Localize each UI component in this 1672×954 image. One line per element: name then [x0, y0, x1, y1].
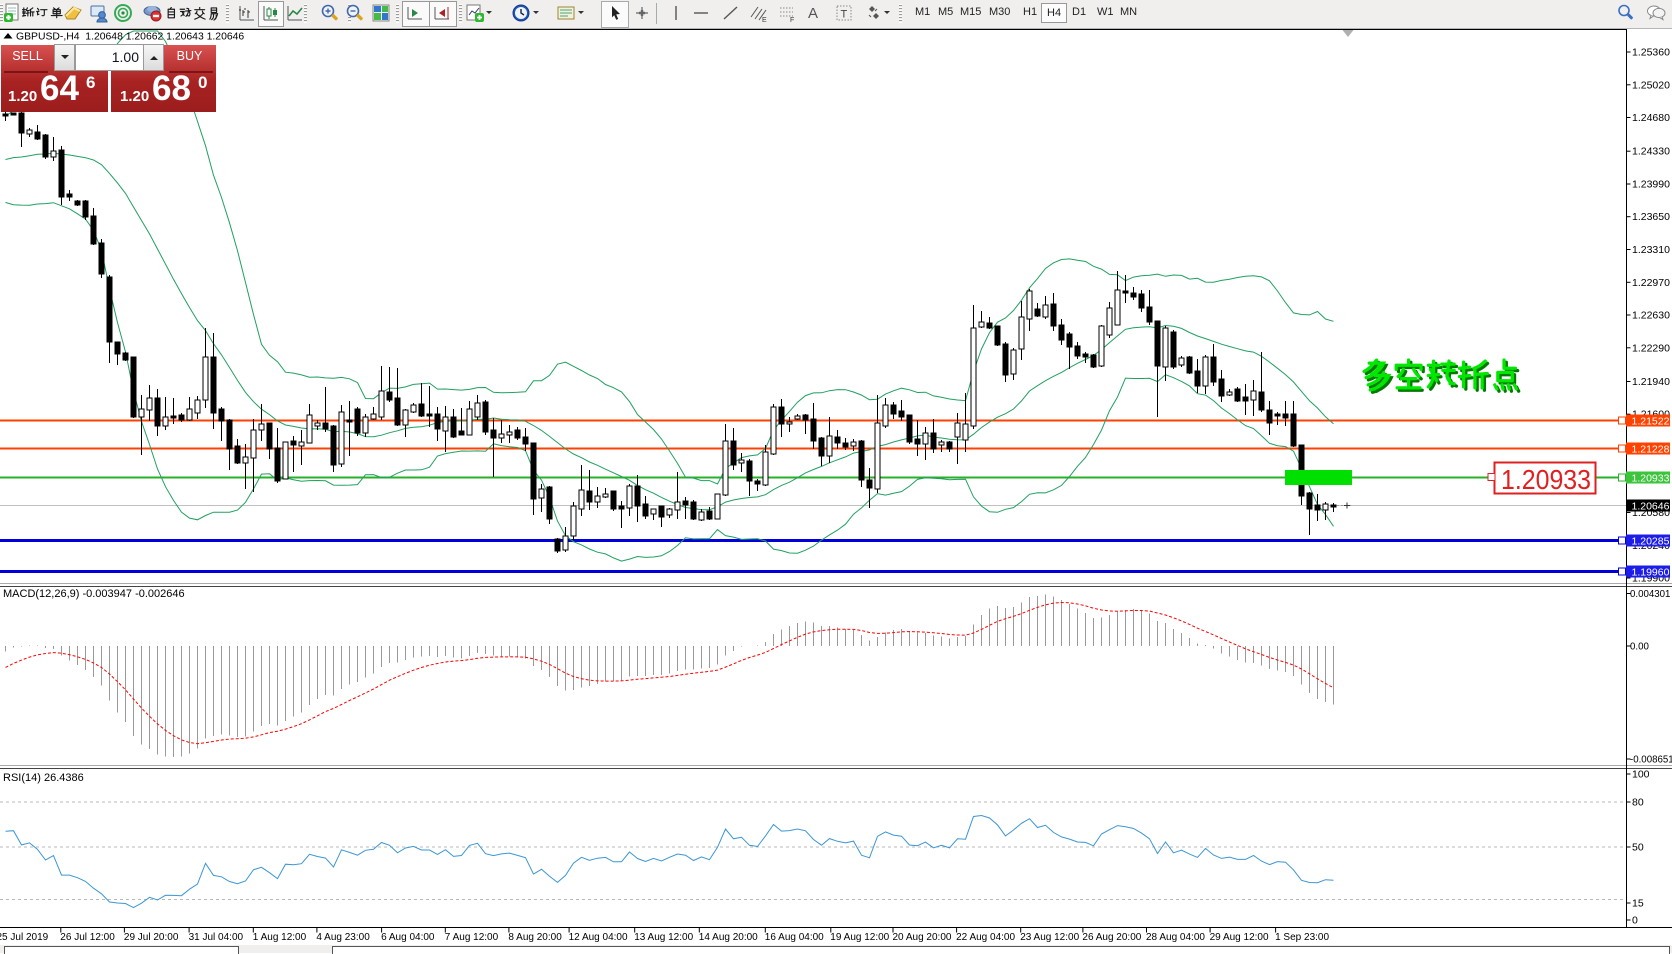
svg-text:29 Aug 12:00: 29 Aug 12:00 — [1210, 932, 1269, 943]
svg-text:1.22630: 1.22630 — [1632, 310, 1670, 322]
svg-text:100: 100 — [1632, 769, 1650, 781]
svg-text:12 Aug 04:00: 12 Aug 04:00 — [569, 932, 628, 943]
svg-text:4 Aug 23:00: 4 Aug 23:00 — [316, 932, 370, 943]
svg-text:MACD(12,26,9) -0.003947 -0.002: MACD(12,26,9) -0.003947 -0.002646 — [3, 588, 185, 600]
svg-text:1.22970: 1.22970 — [1632, 277, 1670, 289]
svg-text:1.20646: 1.20646 — [1632, 500, 1670, 512]
svg-text:14 Aug 20:00: 14 Aug 20:00 — [699, 932, 758, 943]
svg-text:1.19960: 1.19960 — [1632, 566, 1670, 578]
svg-text:0.004301: 0.004301 — [1630, 589, 1670, 600]
svg-text:1.25020: 1.25020 — [1632, 79, 1670, 91]
svg-text:22 Aug 04:00: 22 Aug 04:00 — [956, 932, 1015, 943]
svg-text:RSI(14) 26.4386: RSI(14) 26.4386 — [3, 772, 84, 784]
svg-text:T: T — [841, 9, 848, 21]
svg-text:1.20933: 1.20933 — [1632, 472, 1670, 484]
svg-text:1.23990: 1.23990 — [1632, 179, 1670, 191]
svg-text:1 Sep 23:00: 1 Sep 23:00 — [1275, 932, 1329, 943]
svg-text:E: E — [762, 17, 767, 23]
svg-text:F: F — [790, 17, 794, 23]
svg-text:28 Aug 04:00: 28 Aug 04:00 — [1146, 932, 1205, 943]
svg-text:1.24680: 1.24680 — [1632, 112, 1670, 124]
svg-text:26 Jul 12:00: 26 Jul 12:00 — [60, 932, 115, 943]
svg-text:7 Aug 12:00: 7 Aug 12:00 — [445, 932, 499, 943]
svg-text:23 Aug 12:00: 23 Aug 12:00 — [1020, 932, 1079, 943]
svg-text:1.23650: 1.23650 — [1632, 211, 1670, 223]
svg-text:0: 0 — [1632, 915, 1638, 927]
svg-text:16 Aug 04:00: 16 Aug 04:00 — [765, 932, 824, 943]
svg-text:31 Jul 04:00: 31 Jul 04:00 — [189, 932, 244, 943]
svg-text:GBPUSD-,H4 1.20648 1.20662 1.: GBPUSD-,H4 1.20648 1.20662 1.20643 1.206… — [16, 32, 244, 43]
svg-text:19 Aug 12:00: 19 Aug 12:00 — [830, 932, 889, 943]
svg-text:13 Aug 12:00: 13 Aug 12:00 — [634, 932, 693, 943]
svg-text:1 Aug 12:00: 1 Aug 12:00 — [253, 932, 307, 943]
svg-text:1.21228: 1.21228 — [1632, 443, 1670, 455]
svg-text:-0.008651: -0.008651 — [1630, 755, 1672, 766]
svg-text:1.20285: 1.20285 — [1632, 535, 1670, 547]
svg-text:1.25360: 1.25360 — [1632, 47, 1670, 59]
svg-text:1.23310: 1.23310 — [1632, 244, 1670, 256]
svg-text:1.21522: 1.21522 — [1632, 415, 1670, 427]
svg-text:50: 50 — [1632, 842, 1644, 854]
svg-text:1.20933: 1.20933 — [1501, 464, 1591, 495]
svg-text:8 Aug 20:00: 8 Aug 20:00 — [508, 932, 562, 943]
svg-text:6 Aug 04:00: 6 Aug 04:00 — [381, 932, 435, 943]
svg-text:0.00: 0.00 — [1630, 642, 1649, 653]
svg-text:15: 15 — [1632, 898, 1644, 910]
svg-text:1.21940: 1.21940 — [1632, 376, 1670, 388]
svg-text:20 Aug 20:00: 20 Aug 20:00 — [893, 932, 952, 943]
svg-text:25 Jul 2019: 25 Jul 2019 — [0, 932, 49, 943]
svg-text:26 Aug 20:00: 26 Aug 20:00 — [1082, 932, 1141, 943]
svg-text:1.24330: 1.24330 — [1632, 146, 1670, 158]
svg-text:80: 80 — [1632, 797, 1644, 809]
svg-text:29 Jul 20:00: 29 Jul 20:00 — [124, 932, 179, 943]
svg-text:1.22290: 1.22290 — [1632, 342, 1670, 354]
